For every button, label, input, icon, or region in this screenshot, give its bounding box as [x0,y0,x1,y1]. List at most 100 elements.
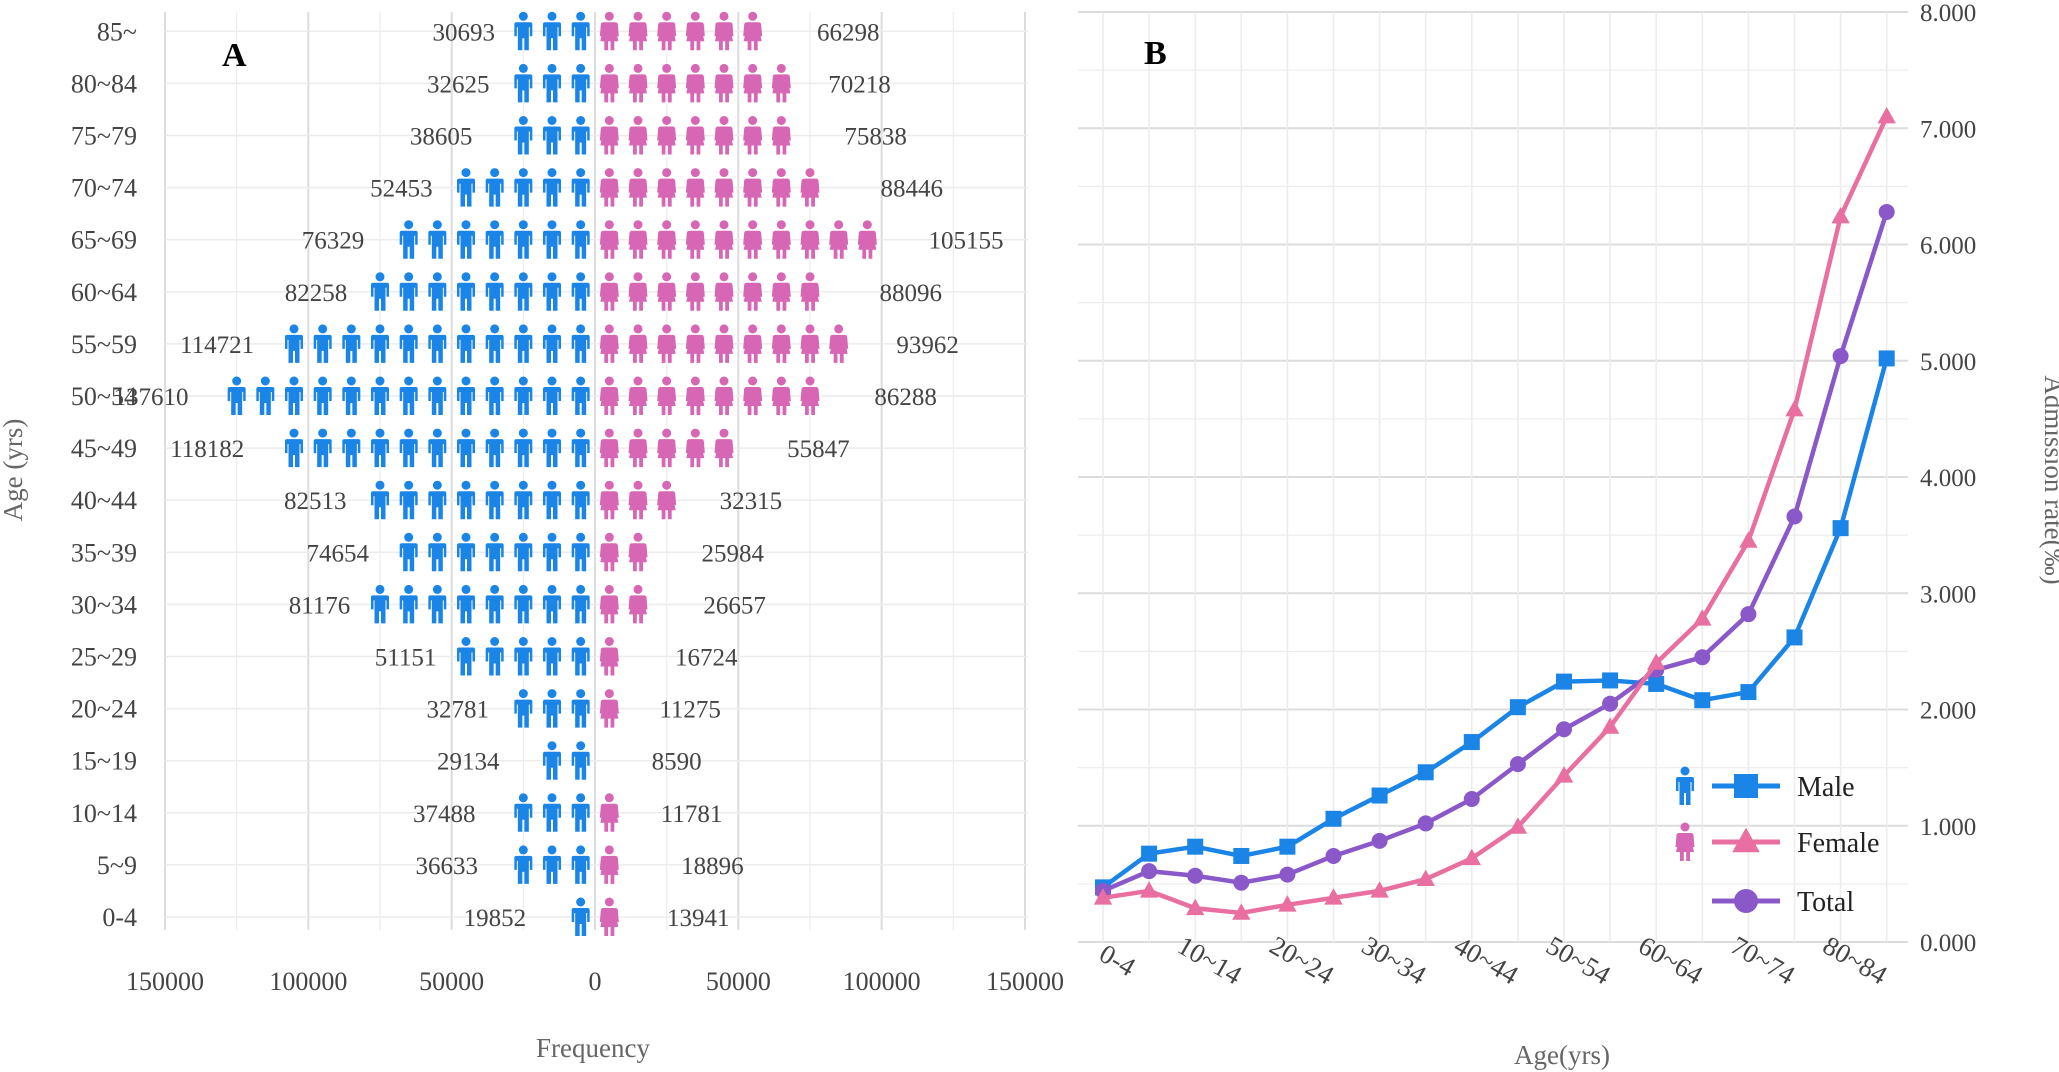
panel-b-total-point [1233,874,1250,891]
female-icon [599,11,619,51]
panel-b-x-tick-label: 50~54 [1541,930,1616,991]
panel-b-total-point [1463,791,1480,808]
panel-b-female-point [1416,869,1435,887]
female-icon [743,63,763,103]
panel-a-female-value-label: 11275 [659,697,721,724]
female-icon [628,116,648,155]
female-icon [771,376,791,415]
female-icon [599,897,619,936]
panel-a-male-value-label: 29134 [437,749,500,776]
panel-b-male-point [1371,787,1388,804]
panel-a-y-tick-label: 60~64 [71,278,137,307]
panel-a-y-tick-label: 45~49 [71,434,137,463]
panel-a-male-value-label: 32781 [427,697,490,724]
panel-b-total-point [1371,832,1388,849]
panel-b-male-point [1694,692,1711,709]
legend-total-label: Total [1797,887,1854,918]
panel-b-y-tick-label: 3.000 [1920,581,1976,608]
panel-a-female-value-label: 88096 [880,280,943,307]
female-icon [599,793,619,832]
female-icon [743,324,763,363]
female-icon [599,480,619,520]
panel-a-y-tick-label: 75~79 [71,122,137,151]
panel-b-total-point [1279,866,1296,883]
panel-b-letter: B [1144,35,1167,72]
panel-a-female-value-label: 16724 [675,645,738,672]
panel-a-y-tick-label: 55~59 [71,330,137,359]
panel-b-male-point [1463,734,1480,751]
female-icon [829,324,849,363]
female-icon [628,63,648,103]
female-icon [743,11,763,51]
female-icon [628,584,648,624]
panel-a-female-value-label: 13941 [667,905,730,932]
panel-b-female-point [1877,107,1896,124]
female-icon [743,116,763,155]
panel-b-female-point [1739,531,1758,548]
female-icon [857,220,877,259]
panel-b-male-point [1141,845,1158,862]
panel-a-x-tick-label: 50000 [706,967,771,996]
panel-b-female-point [1370,881,1389,898]
female-icon [628,324,648,363]
panel-b-female-point [1324,888,1343,905]
panel-a-female-value-label: 93962 [896,332,959,359]
panel-b-y-tick-label: 0.000 [1920,930,1976,957]
panel-a-male-value-label: 76329 [302,228,365,255]
female-icon [599,689,619,728]
panel-b-female-line [1102,115,1889,916]
panel-a-female-value-label: 88446 [881,176,944,203]
panel-a-x-tick-label: 150000 [986,967,1064,996]
panel-b-male-point [1740,684,1757,701]
panel-a-female-value-label: 11781 [661,801,723,828]
female-icon [771,63,791,103]
female-icon [714,168,734,207]
female-icon [628,168,648,207]
panel-b-x-axis-title: Age(yrs) [1514,1040,1610,1070]
panel-b-total-point [1878,203,1895,220]
female-icon [685,220,705,259]
female-icon [714,272,734,311]
panel-b-x-tick-label: 80~84 [1818,930,1893,991]
female-icon [829,220,849,259]
panel-b-y-tick-label: 4.000 [1920,465,1976,492]
panel-b-male-point [1509,699,1526,716]
legend-male-person-icon [1676,766,1694,805]
panel-b-female-point [1139,881,1159,898]
female-icon [599,220,619,259]
female-icon [685,376,705,415]
panel-b-total-point [1325,847,1342,864]
panel-a-male-value-label: 32625 [427,71,490,98]
legend-female-swatch-marker [1732,827,1760,853]
panel-a-female-value-label: 25984 [701,540,764,567]
panel-b-total-point [1786,508,1803,525]
panel-b-total-point [1602,695,1619,712]
panel-a-female-value-label: 86288 [874,384,937,411]
female-icon [714,63,734,103]
female-icon [685,324,705,363]
panel-a-y-tick-label: 0-4 [102,903,137,932]
panel-a-population-pyramid: 19852 13941 36633 18896 37488 11781 29134 8590 3… [0,11,1064,1063]
panel-b-grid [1078,11,1908,943]
panel-a-male-value-label: 38605 [410,124,473,151]
panel-a-x-tick-label: 100000 [269,967,347,996]
female-icon [685,428,705,468]
panel-a-male-value-label: 137610 [114,384,189,411]
female-icon [599,272,619,311]
female-icon [599,63,619,103]
panel-b-total-point [1509,756,1526,773]
panel-a-grid [164,12,1028,930]
female-icon [743,220,763,259]
panel-a-x-tick-label: 50000 [419,967,484,996]
panel-b-y-tick-label: 6.000 [1920,233,1976,260]
panel-a-x-tick-label: 100000 [843,967,921,996]
female-icon [771,324,791,363]
panel-b-female-point [1093,888,1113,905]
panel-b-series [1093,107,1896,920]
female-icon [743,272,763,311]
panel-a-y-tick-label: 35~39 [71,538,137,567]
panel-b-male-point [1233,847,1250,864]
panel-a-y-tick-label: 65~69 [71,226,137,255]
panel-a-pictogram-bars [202,11,897,936]
